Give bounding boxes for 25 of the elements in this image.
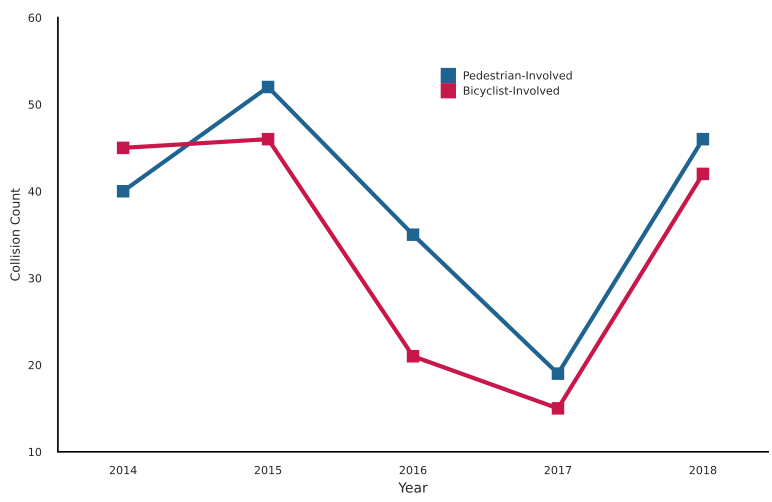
legend-label: Bicyclist-Involved	[464, 86, 559, 97]
x-tick-label: 2016	[400, 466, 426, 474]
point	[406, 350, 420, 363]
point	[116, 185, 130, 198]
legend-label: Pedestrian-Involved	[464, 70, 572, 80]
x-tick-label: 2017	[544, 466, 572, 474]
y-tick-label: 10	[29, 448, 42, 456]
y-tick-label: 50	[28, 100, 42, 109]
x-tick-label: 2014	[110, 466, 137, 474]
point	[696, 168, 710, 180]
y-tick-label: 30	[28, 274, 42, 282]
x-axis-title: Year	[398, 482, 428, 493]
y-tick-label: 60	[28, 14, 42, 22]
point	[696, 132, 710, 146]
x-tick-label: 2015	[254, 466, 282, 474]
x-tick-label: 2018	[690, 466, 716, 474]
y-tick-label: 40	[28, 187, 42, 196]
point	[406, 228, 420, 241]
point	[116, 142, 130, 154]
point	[262, 132, 274, 146]
point	[262, 80, 274, 94]
point	[552, 402, 564, 415]
point	[552, 367, 564, 380]
y-axis-title: Collision Count	[10, 188, 20, 281]
y-tick-label: 20	[28, 360, 42, 370]
